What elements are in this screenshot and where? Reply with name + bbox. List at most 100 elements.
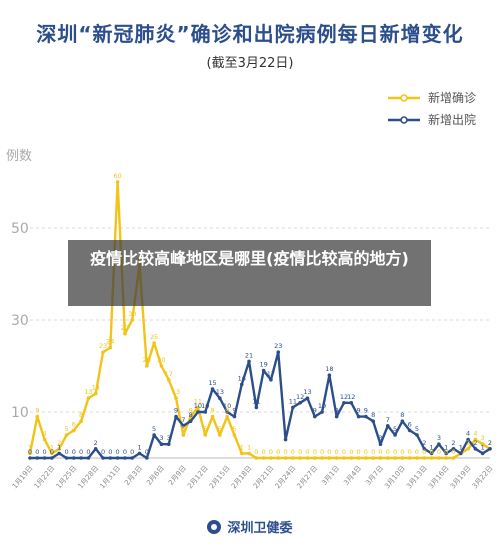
data-point — [225, 414, 229, 419]
data-point — [101, 456, 105, 460]
data-point — [458, 451, 463, 456]
data-label: 0 — [444, 448, 448, 456]
data-point — [400, 419, 405, 424]
x-tick-label: 2月6日 — [145, 464, 166, 487]
data-label: 0 — [262, 448, 266, 456]
data-label: 0 — [422, 448, 426, 456]
data-label: 1 — [247, 443, 251, 451]
data-label: 0 — [28, 448, 32, 456]
data-label: 20 — [157, 356, 165, 364]
data-point — [42, 437, 47, 442]
data-label: 4 — [466, 430, 470, 438]
data-label: 14 — [92, 384, 100, 392]
data-label: 8 — [79, 411, 83, 419]
data-label: 16 — [238, 374, 246, 382]
data-point — [93, 447, 98, 451]
data-label: 0 — [130, 448, 134, 456]
data-point — [28, 456, 32, 460]
data-label: 10 — [223, 402, 231, 410]
data-point — [407, 428, 412, 433]
data-label: 21 — [245, 351, 253, 359]
data-point — [488, 447, 492, 451]
data-point — [218, 433, 222, 437]
data-label: 3 — [481, 434, 485, 442]
data-point — [203, 433, 208, 437]
x-tick-label: 1月28日 — [77, 464, 101, 490]
data-label: 0 — [378, 448, 382, 456]
data-label: 0 — [357, 448, 361, 456]
data-point — [444, 456, 448, 460]
data-label: 7 — [181, 416, 185, 424]
data-point — [196, 410, 200, 414]
data-label: 7 — [386, 416, 390, 424]
data-label: 0 — [408, 448, 412, 456]
data-label: 9 — [364, 407, 368, 415]
data-point — [42, 456, 47, 460]
data-label: 0 — [269, 448, 273, 456]
data-label: 0 — [145, 448, 149, 456]
data-label: 5 — [152, 425, 156, 433]
data-point — [480, 442, 485, 447]
overlay-banner: 疫情比较高峰地区是哪里(疫情比较高的地方) — [68, 240, 431, 306]
data-point — [188, 414, 193, 419]
data-point — [291, 405, 295, 410]
data-label: 5 — [203, 425, 207, 433]
y-tick-label: 50 — [11, 221, 29, 237]
legend-marker — [400, 116, 408, 124]
data-point — [181, 424, 186, 428]
x-tick-label: 2月15日 — [208, 464, 232, 490]
data-label: 0 — [320, 448, 324, 456]
data-label: 1 — [240, 443, 244, 451]
data-point — [130, 318, 135, 322]
data-label: 5 — [64, 425, 68, 433]
data-point — [371, 419, 375, 424]
data-point — [364, 456, 368, 460]
data-label: 9 — [313, 407, 317, 415]
data-label: 0 — [371, 448, 375, 456]
data-point — [356, 414, 361, 419]
health-commission-logo-icon — [207, 520, 222, 534]
data-label: 19 — [260, 361, 268, 369]
data-point — [64, 456, 69, 460]
data-point — [349, 456, 354, 460]
data-label: 13 — [172, 388, 180, 396]
legend-marker — [400, 94, 408, 102]
data-label: 11 — [252, 397, 260, 405]
data-label: 12 — [340, 393, 348, 401]
data-point — [130, 456, 135, 460]
data-label: 0 — [437, 448, 441, 456]
data-label: 1 — [430, 443, 434, 451]
data-label: 12 — [347, 393, 355, 401]
data-label: 23 — [99, 342, 107, 350]
series-line-0 — [28, 180, 491, 460]
data-label: 0 — [123, 448, 127, 456]
data-point — [57, 447, 62, 451]
data-label: 13 — [84, 388, 92, 396]
data-label: 9 — [335, 407, 339, 415]
data-point — [210, 414, 215, 419]
data-label: 0 — [64, 448, 68, 456]
data-label: 10 — [318, 402, 326, 410]
data-label: 0 — [108, 448, 112, 456]
data-label: 3 — [167, 434, 171, 442]
data-point — [385, 456, 390, 460]
data-point — [247, 359, 251, 364]
x-tick-label: 3月1日 — [320, 464, 341, 487]
data-point — [291, 456, 295, 460]
data-label: 2 — [57, 439, 61, 447]
data-point — [232, 433, 237, 437]
series-line-1 — [30, 351, 491, 460]
data-point — [145, 364, 149, 368]
data-point — [378, 456, 383, 460]
x-tick-label: 3月19日 — [449, 464, 473, 490]
data-point — [35, 456, 40, 460]
data-point — [305, 396, 310, 401]
data-label: 0 — [254, 448, 258, 456]
data-point — [115, 456, 120, 460]
overlay-text: 疫情比较高峰地区是哪里(疫情比较高的地方) — [90, 249, 409, 268]
data-label: 24 — [106, 338, 114, 346]
data-label: 0 — [291, 448, 295, 456]
data-label: 6 — [72, 420, 76, 428]
data-label: 0 — [72, 448, 76, 456]
